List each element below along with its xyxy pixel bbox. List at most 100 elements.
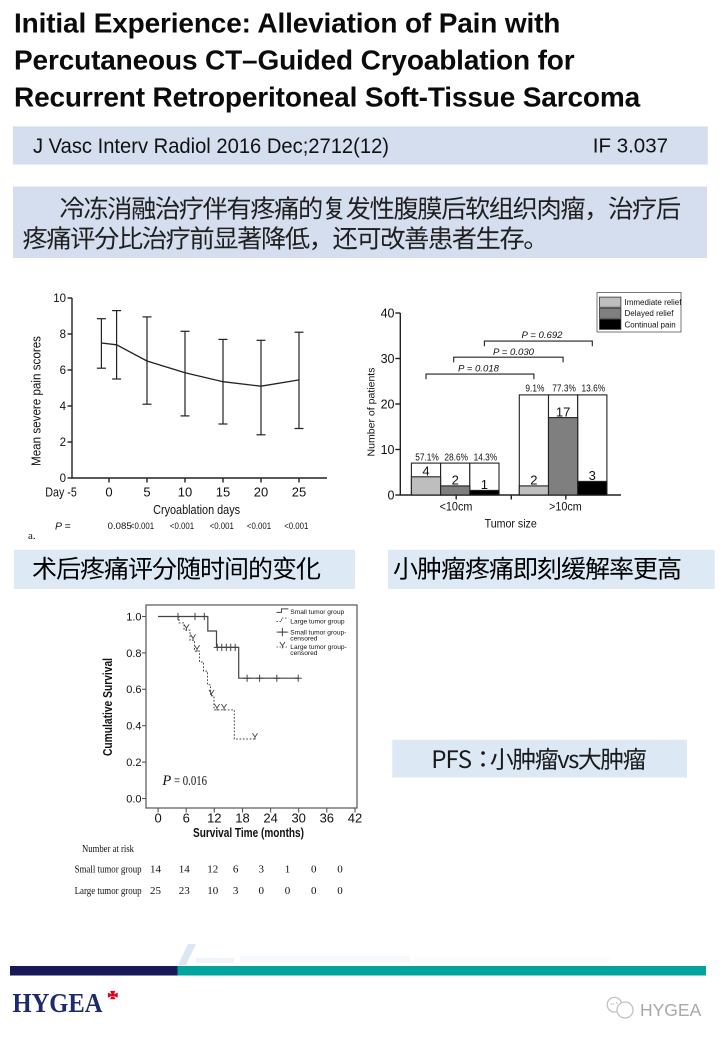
svg-text:2: 2: [60, 437, 66, 449]
svg-text:Cryoablation days: Cryoablation days: [153, 502, 240, 517]
svg-text:0.2: 0.2: [126, 757, 141, 769]
svg-text:IF 3.037: IF 3.037: [593, 135, 668, 158]
svg-text:0.6: 0.6: [126, 684, 141, 696]
svg-text:0.085: 0.085: [108, 521, 132, 532]
svg-text:0: 0: [311, 885, 317, 897]
svg-text:0: 0: [388, 488, 395, 502]
svg-text:<0.001: <0.001: [130, 521, 154, 532]
svg-text:censored: censored: [290, 650, 317, 657]
svg-text:13.6%: 13.6%: [582, 384, 606, 395]
svg-text:Number of patients: Number of patients: [366, 368, 378, 457]
svg-text:Initial Experience: Alleviatio: Initial Experience: Alleviation of Pain …: [14, 8, 560, 39]
svg-text:20: 20: [254, 484, 268, 499]
svg-text:P = 0.692: P = 0.692: [522, 330, 564, 341]
svg-text:1: 1: [481, 477, 488, 492]
svg-text:12: 12: [207, 864, 218, 876]
svg-text:18: 18: [235, 811, 249, 826]
svg-text:0: 0: [337, 885, 343, 897]
svg-text:10: 10: [53, 293, 66, 305]
svg-text:3: 3: [233, 885, 239, 897]
svg-text:6: 6: [60, 365, 66, 377]
svg-text:Survival Time (months): Survival Time (months): [193, 826, 304, 840]
svg-text:10: 10: [178, 484, 192, 499]
svg-text:<0.001: <0.001: [247, 521, 271, 532]
svg-text:Large tumor group: Large tumor group: [290, 618, 345, 625]
svg-text:Small tumor group: Small tumor group: [290, 609, 344, 616]
svg-text:0: 0: [154, 811, 161, 826]
svg-text:Recurrent Retroperitoneal Soft: Recurrent Retroperitoneal Soft-Tissue Sa…: [14, 82, 641, 113]
svg-text:30: 30: [381, 352, 395, 366]
svg-text:9.1%: 9.1%: [525, 384, 544, 395]
svg-text:0.4: 0.4: [126, 721, 141, 733]
svg-text:1: 1: [285, 864, 291, 876]
svg-text:HYGEA: HYGEA: [13, 988, 103, 1018]
svg-text:Immediate relief: Immediate relief: [625, 298, 683, 307]
svg-text:P = 0.030: P = 0.030: [493, 347, 535, 358]
svg-text:P: P: [161, 773, 171, 789]
svg-text:0: 0: [60, 473, 66, 485]
svg-text:3: 3: [259, 864, 265, 876]
svg-text:censored: censored: [290, 635, 317, 642]
svg-text:42: 42: [348, 811, 362, 826]
svg-text:Small tumor group-: Small tumor group-: [290, 629, 346, 636]
svg-text:0: 0: [285, 885, 291, 897]
svg-text:10: 10: [207, 885, 219, 897]
svg-text:12: 12: [207, 811, 221, 826]
svg-text:3: 3: [589, 468, 596, 483]
svg-text:10: 10: [381, 443, 395, 457]
svg-text:40: 40: [381, 306, 395, 320]
svg-text:0: 0: [337, 864, 343, 876]
svg-text:4: 4: [422, 464, 429, 479]
svg-text:= 0.016: = 0.016: [174, 774, 207, 789]
svg-text:6: 6: [233, 864, 239, 876]
svg-text:0: 0: [311, 864, 317, 876]
svg-text:36: 36: [320, 811, 334, 826]
svg-text:Large tumor group: Large tumor group: [75, 885, 142, 897]
svg-text:Tumor size: Tumor size: [485, 517, 537, 531]
svg-text:14: 14: [150, 864, 162, 876]
svg-text:P = 0.018: P = 0.018: [458, 364, 500, 375]
svg-text:25: 25: [150, 885, 162, 897]
svg-text:0: 0: [259, 885, 265, 897]
svg-text:>10cm: >10cm: [549, 500, 582, 514]
svg-text:0: 0: [105, 484, 112, 499]
svg-text:2: 2: [452, 473, 459, 488]
svg-text:<0.001: <0.001: [284, 521, 308, 532]
svg-text:14: 14: [179, 864, 191, 876]
svg-text:a.: a.: [28, 530, 36, 542]
svg-text:Day -5: Day -5: [45, 484, 77, 499]
svg-text:J Vasc Interv Radiol 2016 Dec;: J Vasc Interv Radiol 2016 Dec;2712(12): [33, 135, 389, 158]
svg-text:Mean severe pain scores: Mean severe pain scores: [29, 336, 44, 466]
svg-text:20: 20: [381, 397, 395, 411]
svg-text:<10cm: <10cm: [440, 500, 473, 514]
svg-text:14.3%: 14.3%: [474, 453, 498, 464]
svg-text:28.6%: 28.6%: [444, 453, 468, 464]
svg-text:Continual pain: Continual pain: [625, 320, 676, 329]
svg-text:23: 23: [179, 885, 191, 897]
svg-text:Percutaneous CT–Guided Cryoabl: Percutaneous CT–Guided Cryoablation for: [14, 45, 575, 76]
svg-text:77.3%: 77.3%: [552, 384, 576, 395]
svg-text:5: 5: [143, 484, 150, 499]
svg-text:<0.001: <0.001: [210, 521, 234, 532]
svg-text:4: 4: [60, 401, 67, 413]
svg-text:8: 8: [60, 329, 66, 341]
svg-text:57.1%: 57.1%: [415, 453, 439, 464]
svg-text:Cumulative Survival: Cumulative Survival: [101, 658, 115, 756]
svg-text:15: 15: [216, 484, 230, 499]
svg-text:Small tumor group: Small tumor group: [75, 864, 142, 876]
svg-text:6: 6: [183, 811, 190, 826]
svg-text:HYGEA: HYGEA: [640, 1000, 702, 1020]
svg-text:2: 2: [530, 473, 537, 488]
svg-text:Delayed relief: Delayed relief: [625, 309, 675, 318]
svg-text:25: 25: [292, 484, 306, 499]
svg-text:0.8: 0.8: [126, 648, 141, 660]
svg-text:24: 24: [263, 811, 277, 826]
svg-text:P =: P =: [55, 521, 71, 533]
svg-text:30: 30: [291, 811, 305, 826]
svg-text:17: 17: [556, 404, 570, 419]
svg-text:1.0: 1.0: [126, 611, 141, 623]
svg-text:Number at risk: Number at risk: [82, 843, 134, 855]
svg-text:<0.001: <0.001: [170, 521, 194, 532]
svg-text:0.0: 0.0: [126, 793, 141, 805]
svg-text:Large tumor group-: Large tumor group-: [290, 644, 346, 651]
